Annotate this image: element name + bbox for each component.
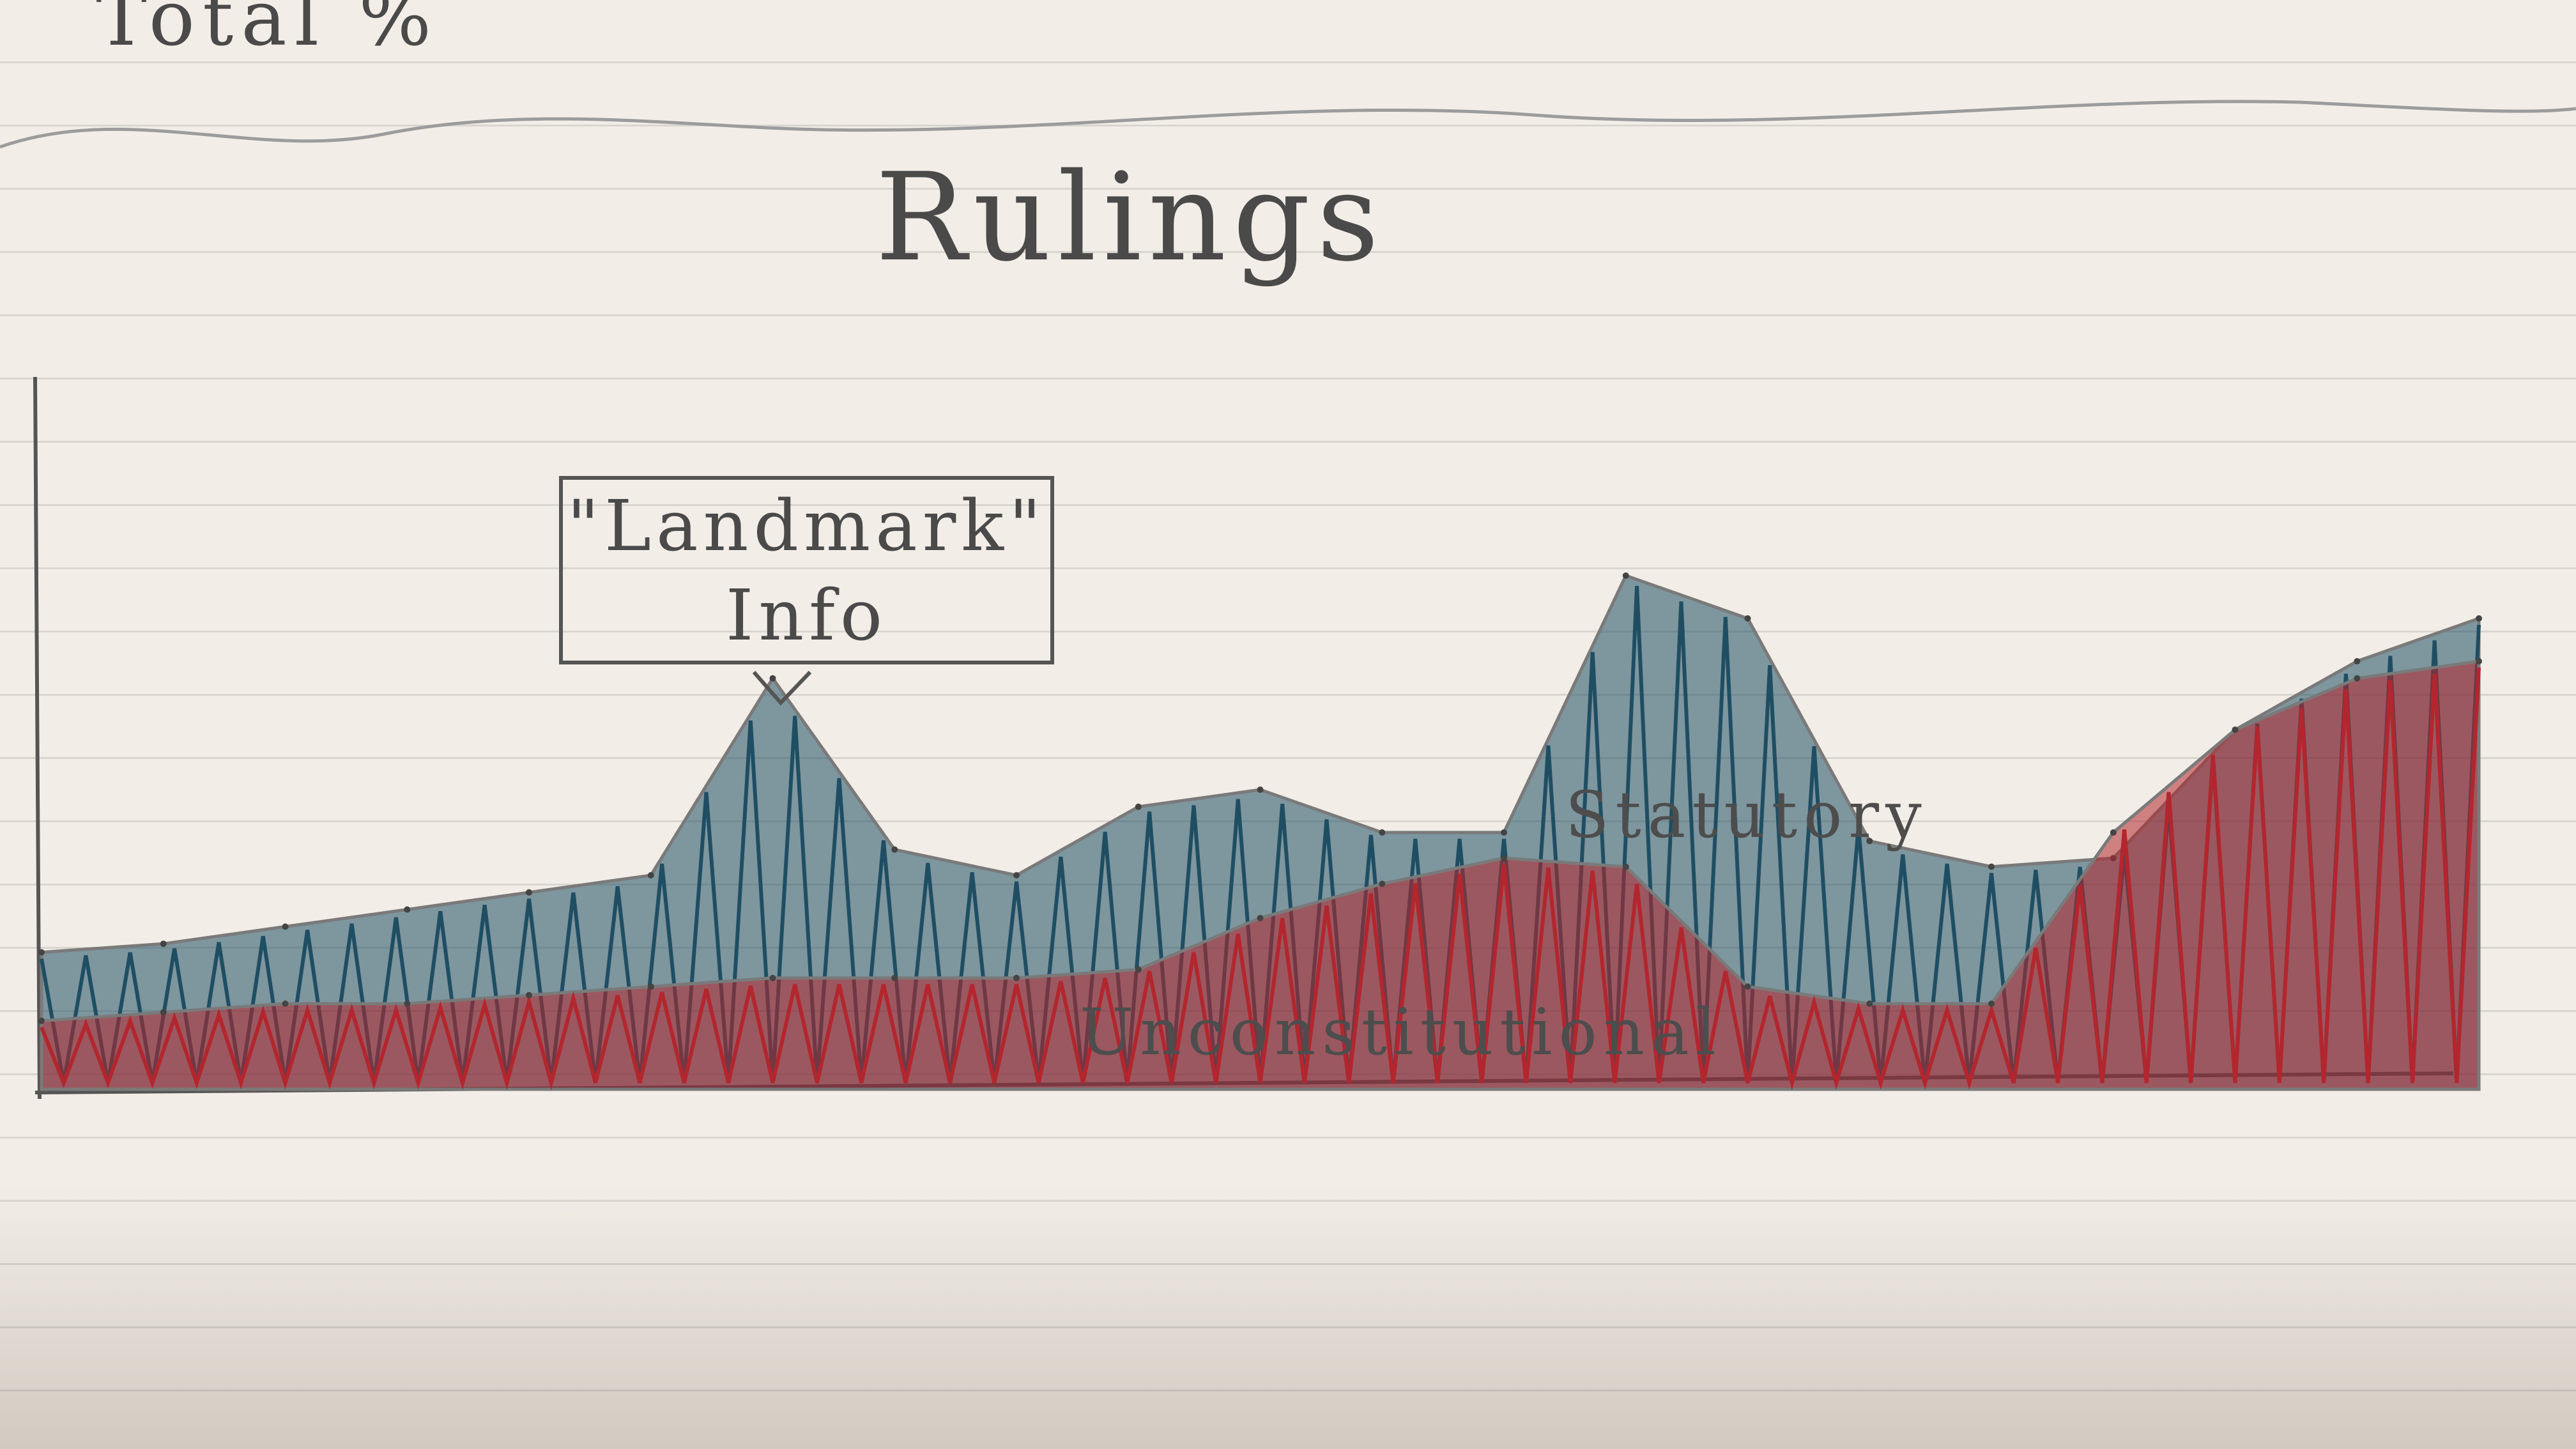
landmark-annotation-box: "Landmark" Info xyxy=(559,476,1054,664)
point-unconstitutional xyxy=(404,1000,411,1007)
point-statutory xyxy=(1866,838,1873,845)
point-statutory xyxy=(1622,572,1629,579)
annotation-line-1: "Landmark" xyxy=(567,484,1046,567)
point-unconstitutional xyxy=(1866,1000,1873,1007)
total-percent-label: Total % xyxy=(96,0,440,63)
point-statutory xyxy=(1013,872,1020,878)
point-statutory xyxy=(2476,615,2482,622)
point-unconstitutional xyxy=(891,974,898,981)
point-statutory xyxy=(1501,829,1507,836)
point-unconstitutional xyxy=(160,1009,167,1016)
point-unconstitutional xyxy=(282,1000,289,1007)
header-divider xyxy=(0,100,2576,149)
point-unconstitutional xyxy=(769,974,776,981)
point-unconstitutional xyxy=(526,992,532,999)
point-unconstitutional xyxy=(2110,829,2117,836)
point-statutory xyxy=(282,923,289,930)
point-unconstitutional xyxy=(1744,983,1751,990)
point-unconstitutional xyxy=(38,1017,45,1024)
point-statutory xyxy=(526,889,532,896)
point-statutory xyxy=(1135,803,1142,810)
point-statutory xyxy=(160,940,167,947)
point-statutory xyxy=(2354,658,2361,664)
point-unconstitutional xyxy=(1257,915,1264,921)
annotation-line-2: Info xyxy=(725,574,888,656)
point-unconstitutional xyxy=(2354,675,2361,682)
point-unconstitutional xyxy=(647,983,654,990)
area-unconstitutional xyxy=(40,659,2481,1091)
point-statutory xyxy=(404,906,411,913)
point-statutory xyxy=(1379,829,1386,836)
page-shadow xyxy=(0,1182,2576,1449)
point-unconstitutional xyxy=(1013,974,1020,981)
point-unconstitutional xyxy=(2476,658,2482,664)
point-unconstitutional xyxy=(1988,1000,1995,1007)
point-statutory xyxy=(769,675,776,682)
point-unconstitutional xyxy=(1379,880,1386,887)
point-unconstitutional xyxy=(1501,855,1507,862)
point-statutory xyxy=(38,949,45,956)
point-unconstitutional xyxy=(2232,726,2239,733)
point-unconstitutional xyxy=(1135,966,1142,973)
point-statutory xyxy=(1257,786,1264,793)
point-statutory xyxy=(1744,615,1751,622)
series-label-statutory: Statutory xyxy=(1565,778,1928,852)
point-statutory xyxy=(891,846,898,853)
point-unconstitutional xyxy=(1622,863,1629,870)
series-label-unconstitutional: Unconstitutional xyxy=(1080,995,1722,1070)
landmark-pointer xyxy=(752,670,812,706)
chart-title: Rulings xyxy=(875,147,1386,288)
point-statutory xyxy=(647,872,654,878)
point-statutory xyxy=(1988,863,1995,870)
hatch-unconstitutional xyxy=(40,667,2481,1091)
y-axis xyxy=(33,376,42,1100)
